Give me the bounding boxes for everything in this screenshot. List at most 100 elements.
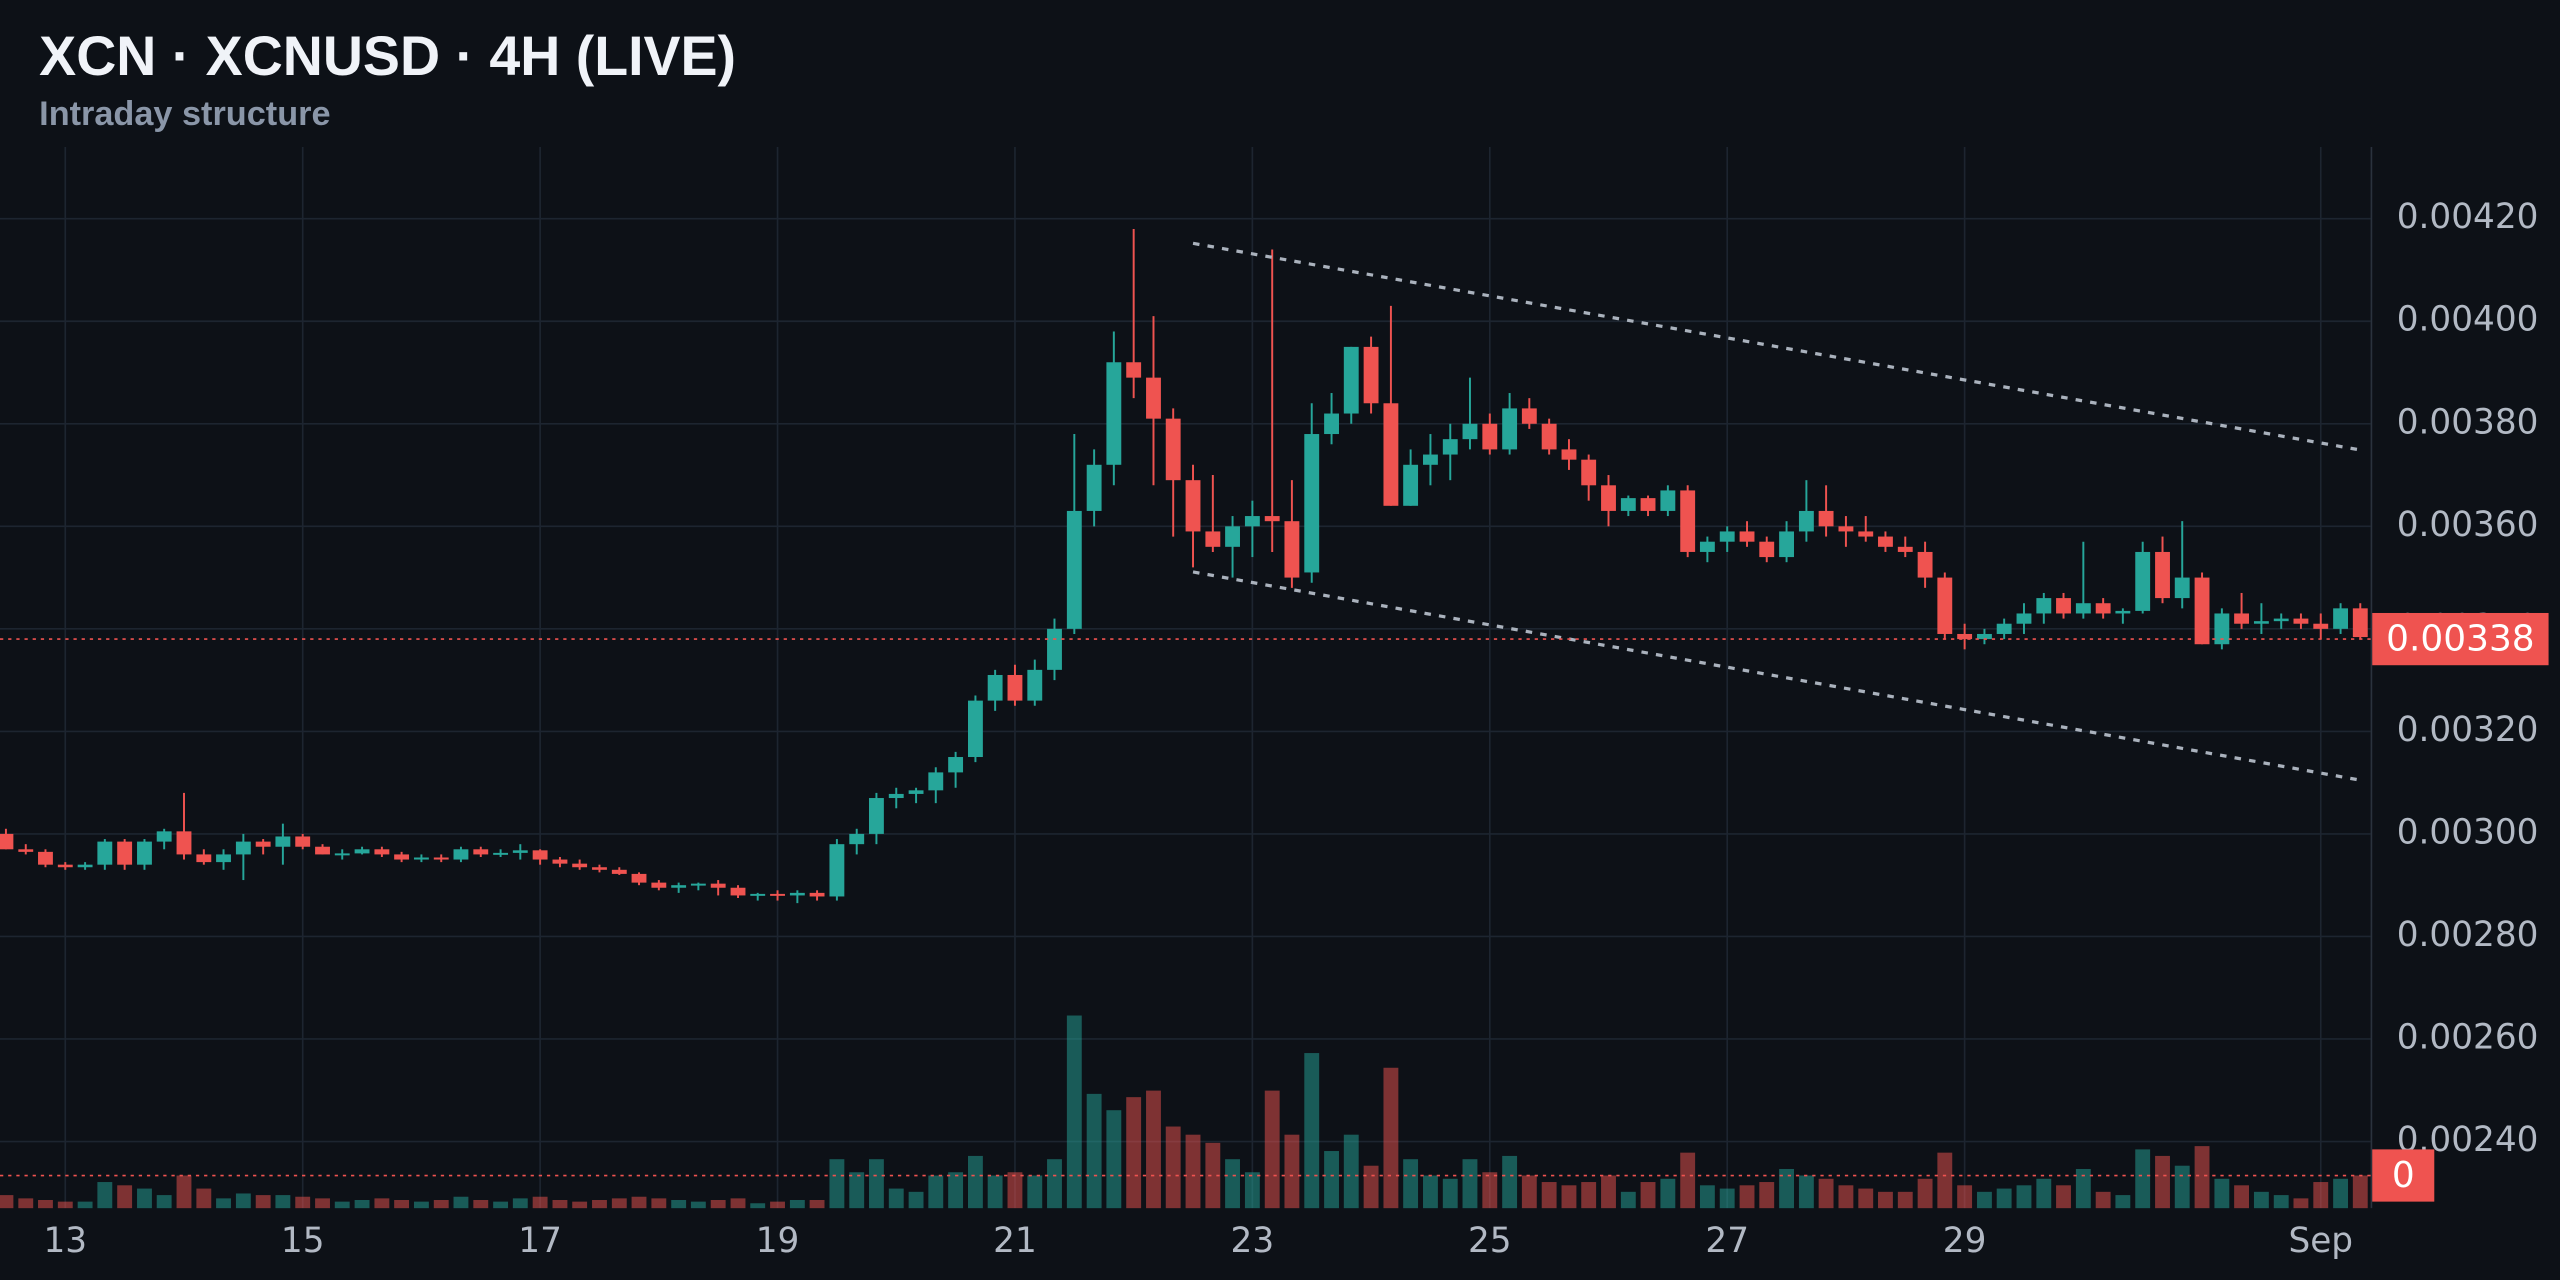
volume-bar	[2352, 1175, 2368, 1209]
y-tick-label: 0.00280	[2397, 915, 2539, 955]
candle-body	[2253, 621, 2269, 624]
volume-bar	[1878, 1191, 1893, 1209]
candle-body	[1106, 362, 1122, 465]
y-tick-label: 0.00400	[2397, 300, 2539, 340]
candle-body	[156, 831, 172, 842]
candle-body	[1561, 449, 1577, 460]
volume-bar	[1581, 1182, 1597, 1209]
volume-bar	[0, 1195, 14, 1209]
y-tick-label: 0.00300	[2397, 812, 2539, 852]
candle-body	[651, 882, 667, 888]
candle-body	[1264, 516, 1280, 522]
volume-bar	[295, 1196, 311, 1209]
volume-bar	[2115, 1195, 2131, 1209]
candle-body	[493, 852, 509, 855]
candle-body	[1878, 536, 1893, 547]
candle-body	[552, 859, 568, 864]
candle-body	[473, 849, 489, 855]
candle-body	[1185, 480, 1201, 532]
candle-body	[77, 864, 93, 868]
candle-body	[38, 851, 53, 865]
volume-bar	[730, 1198, 746, 1209]
candle-body	[2135, 551, 2151, 611]
volume-bar	[1937, 1152, 1953, 1209]
volume-bar	[987, 1175, 1003, 1209]
volume-bar	[1502, 1155, 1518, 1209]
volume-bar	[1917, 1178, 1933, 1209]
volume-bar	[1521, 1175, 1537, 1209]
chart-subtitle: Intraday structure	[39, 95, 330, 133]
candle-body	[1462, 423, 1478, 440]
candle-body	[235, 841, 251, 855]
volume-bar	[710, 1200, 726, 1209]
candle-body	[0, 833, 14, 850]
candle-body	[1660, 490, 1676, 511]
candle-body	[1482, 423, 1498, 450]
candle-layer	[0, 228, 2368, 904]
last-price-box	[2372, 612, 2549, 666]
x-tick-label: 23	[1231, 1221, 1275, 1261]
volume-bar	[1146, 1090, 1161, 1209]
candle-body	[1403, 464, 1419, 506]
y-tick-label: 0.00260	[2397, 1017, 2539, 1057]
grid	[0, 146, 2373, 1209]
candle-body	[394, 854, 410, 860]
candle-body	[631, 873, 647, 883]
volume-bar	[1482, 1172, 1498, 1209]
candle-body	[572, 863, 588, 868]
candle-body	[849, 833, 865, 845]
volume-bar	[1838, 1185, 1854, 1209]
volume-bar	[1719, 1188, 1735, 1209]
candle-body	[1165, 418, 1181, 481]
candle-body	[750, 893, 766, 896]
candle-body	[1007, 674, 1023, 701]
x-tick-label: 25	[1468, 1221, 1512, 1261]
candle-body	[433, 857, 449, 860]
candle-body	[1423, 454, 1438, 465]
volume-bar	[1561, 1185, 1577, 1209]
volume-bar	[2016, 1185, 2032, 1209]
volume-bar	[868, 1159, 884, 1209]
candle-body	[1897, 546, 1913, 552]
volume-bar	[196, 1188, 212, 1209]
volume-bar	[315, 1198, 330, 1209]
candle-body	[532, 850, 548, 860]
volume-bar	[2273, 1195, 2289, 1209]
candle-body	[2056, 598, 2071, 614]
volume-label-box	[2372, 1149, 2435, 1202]
candle-body	[1126, 362, 1142, 378]
candle-body	[1521, 408, 1537, 424]
volume-bar	[2214, 1178, 2230, 1209]
candle-body	[770, 893, 785, 896]
candle-body	[216, 854, 231, 863]
candle-body	[97, 841, 113, 865]
volume-bar	[2313, 1182, 2329, 1209]
candle-body	[1779, 531, 1794, 558]
volume-bar	[1739, 1185, 1755, 1209]
candle-body	[18, 849, 34, 852]
volume-bar	[1383, 1067, 1399, 1209]
volume-bar	[1264, 1090, 1280, 1209]
volume-bar	[809, 1200, 825, 1209]
volume-bar	[1086, 1093, 1102, 1209]
volume-bar	[2194, 1146, 2210, 1209]
volume-bar	[1403, 1159, 1419, 1209]
volume-bar	[1284, 1134, 1300, 1209]
volume-bar	[1027, 1175, 1043, 1209]
volume-bar	[572, 1201, 588, 1209]
volume-bar	[1007, 1172, 1023, 1209]
volume-bar	[1957, 1185, 1973, 1209]
candle-body	[2313, 623, 2329, 629]
volume-bar	[829, 1159, 845, 1209]
volume-bar	[255, 1195, 271, 1209]
candle-body	[928, 772, 944, 791]
candle-body	[1066, 510, 1082, 629]
candle-body	[2333, 608, 2349, 629]
candle-body	[117, 841, 133, 865]
candle-body	[1759, 541, 1775, 558]
volume-bar	[374, 1198, 390, 1209]
candle-body	[2293, 618, 2309, 624]
candle-body	[671, 885, 687, 888]
y-tick-label: 0.00360	[2397, 505, 2539, 545]
